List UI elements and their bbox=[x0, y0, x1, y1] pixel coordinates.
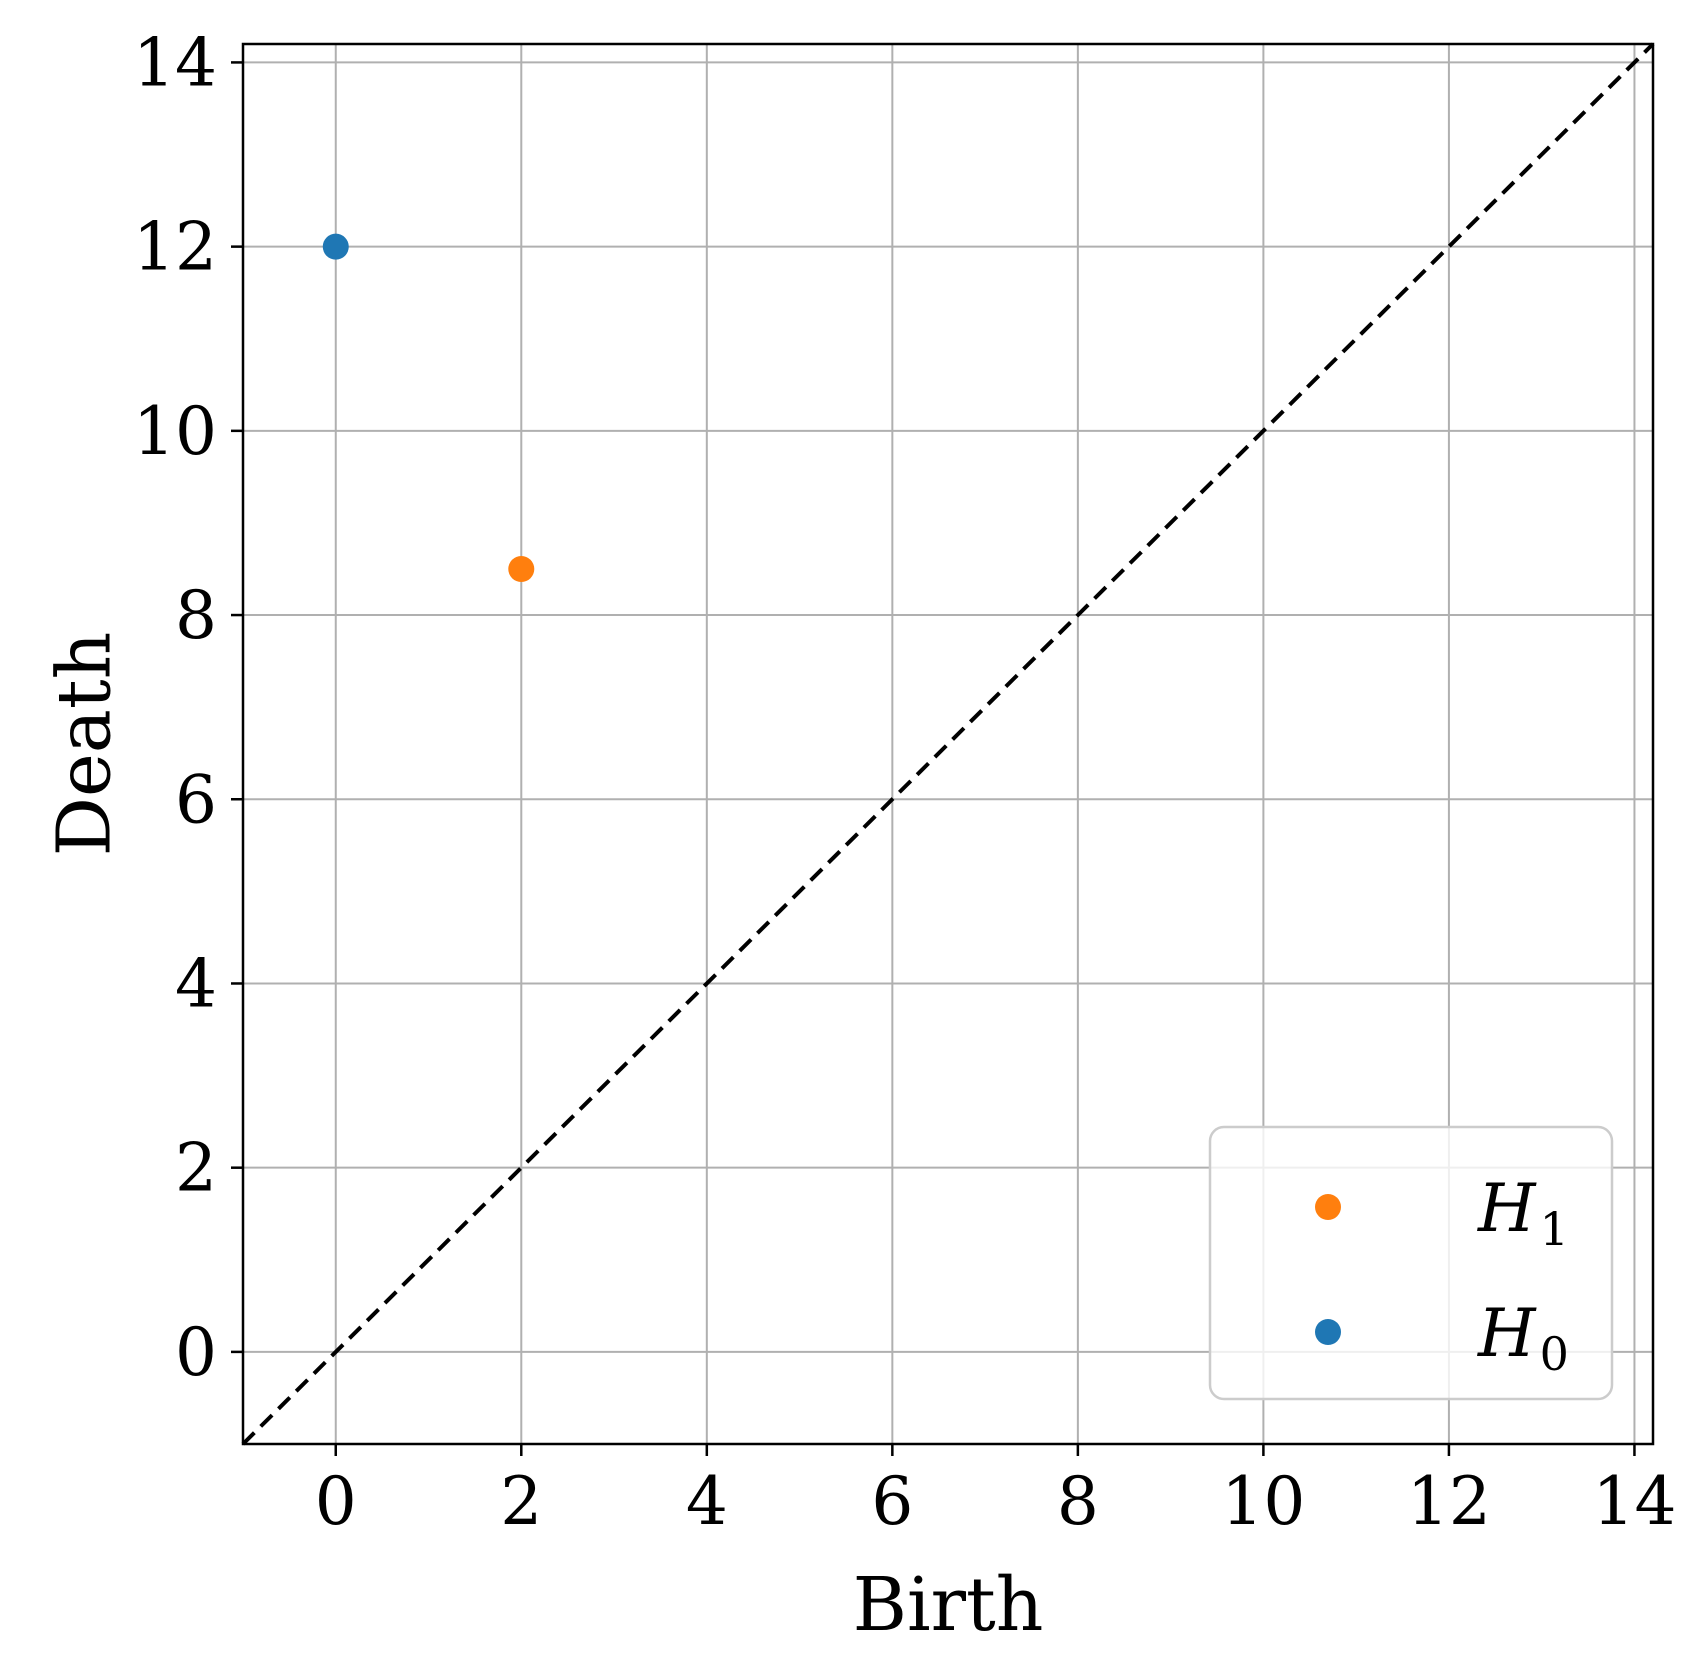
data-points bbox=[322, 233, 535, 582]
y-tick-label: 10 bbox=[133, 393, 217, 470]
diagonal-line bbox=[241, 42, 1655, 1446]
x-tick-label: 12 bbox=[1407, 1463, 1491, 1540]
data-point-series-0 bbox=[508, 556, 535, 582]
x-tick-label: 2 bbox=[500, 1463, 542, 1540]
grid-lines bbox=[243, 44, 1653, 1444]
y-tick-label: 14 bbox=[133, 24, 217, 101]
y-tick-label: 0 bbox=[175, 1314, 217, 1391]
legend-box bbox=[1208, 1125, 1614, 1401]
x-axis-label: Birth bbox=[853, 1562, 1044, 1648]
y-tick-label: 4 bbox=[175, 945, 217, 1022]
x-tick-label: 14 bbox=[1592, 1463, 1676, 1540]
y-tick-label: 12 bbox=[133, 209, 217, 286]
legend-entry-subscript: 0 bbox=[1540, 1327, 1569, 1381]
x-tick-label: 0 bbox=[315, 1463, 357, 1540]
x-tick-label: 4 bbox=[686, 1463, 728, 1540]
y-tick-label: 8 bbox=[175, 577, 217, 654]
legend-entry-subscript: 1 bbox=[1540, 1202, 1569, 1256]
legend-marker bbox=[1315, 1194, 1341, 1220]
legend-marker bbox=[1315, 1319, 1341, 1345]
x-tick-label: 10 bbox=[1221, 1463, 1305, 1540]
x-tick-label: 8 bbox=[1057, 1463, 1099, 1540]
plot-frame bbox=[241, 42, 1655, 1446]
data-point-series-1 bbox=[322, 233, 349, 260]
y-axis-label: Death bbox=[41, 632, 127, 857]
y-tick-label: 2 bbox=[175, 1130, 217, 1207]
x-tick-label: 6 bbox=[871, 1463, 913, 1540]
y-tick-label: 6 bbox=[175, 761, 217, 838]
